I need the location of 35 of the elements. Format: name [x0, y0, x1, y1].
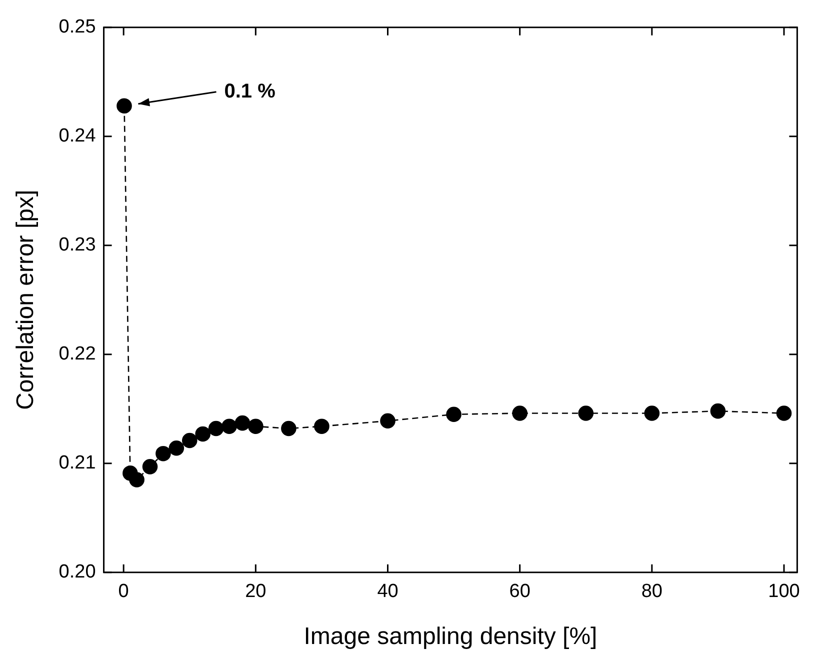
point — [208, 420, 224, 436]
x-tick-label: 60 — [509, 581, 530, 602]
y-tick-label: 0.20 — [58, 562, 96, 583]
point — [380, 413, 396, 429]
point — [234, 415, 250, 431]
x-tick-label: 80 — [641, 581, 662, 602]
point — [156, 446, 171, 462]
x-tick-label: 40 — [377, 581, 398, 602]
point — [512, 406, 528, 421]
point — [222, 418, 237, 434]
annotation: 0.1 % — [224, 80, 276, 102]
point — [281, 420, 296, 436]
y-tick-label: 0.25 — [58, 16, 96, 38]
point — [776, 406, 792, 421]
point — [116, 98, 132, 114]
point — [142, 459, 158, 474]
point — [578, 406, 594, 421]
point — [248, 418, 264, 434]
y-axis-title: Correlation error [px] — [12, 190, 40, 410]
point — [314, 418, 330, 434]
point — [129, 472, 144, 488]
x-axis-title: Image sampling density [%] — [304, 623, 598, 650]
x-tick-label: 0 — [118, 581, 129, 602]
point — [446, 406, 462, 422]
point — [710, 403, 726, 419]
point — [644, 406, 660, 421]
y-tick-label: 0.21 — [58, 452, 96, 474]
point — [195, 426, 210, 442]
x-tick-label: 100 — [768, 581, 800, 602]
point — [182, 432, 198, 448]
y-tick-label: 0.22 — [58, 344, 96, 365]
point — [168, 440, 184, 456]
y-tick-label: 0.23 — [58, 234, 96, 256]
y-tick-label: 0.24 — [58, 126, 96, 147]
x-tick-label: 20 — [245, 581, 266, 602]
